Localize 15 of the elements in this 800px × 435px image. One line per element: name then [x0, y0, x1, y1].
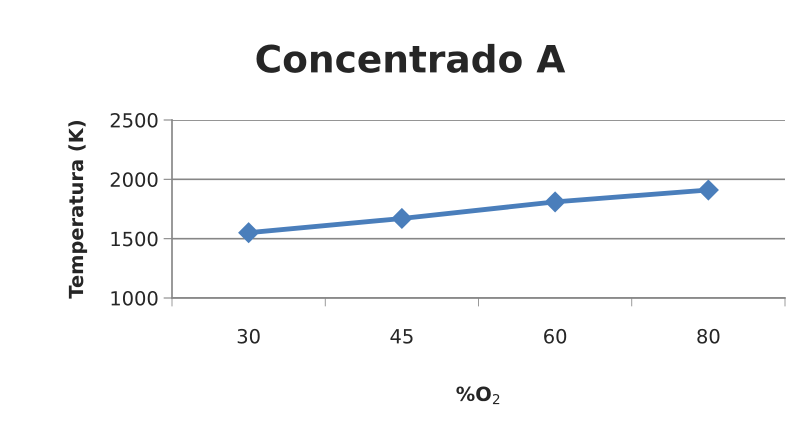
point: [544, 192, 566, 212]
chart-title: Concentrado A: [256, 44, 566, 73]
y-tick-label: 2500: [110, 112, 158, 128]
point: [698, 180, 719, 200]
y-tick-label: 1500: [111, 232, 158, 246]
x-tick-label: 60: [544, 328, 566, 344]
x-tick-label: 80: [697, 328, 720, 344]
point: [238, 222, 259, 244]
y-tick-label: 1000: [111, 290, 158, 306]
y-axis-title: Temperatura (K): [68, 120, 88, 299]
y-tick-label: 2000: [110, 172, 158, 187]
point: [392, 208, 412, 229]
x-tick-label: 30: [238, 328, 260, 344]
x-axis-title: %O$_{2}$: [456, 386, 500, 404]
x-tick-label: 45: [390, 329, 413, 344]
